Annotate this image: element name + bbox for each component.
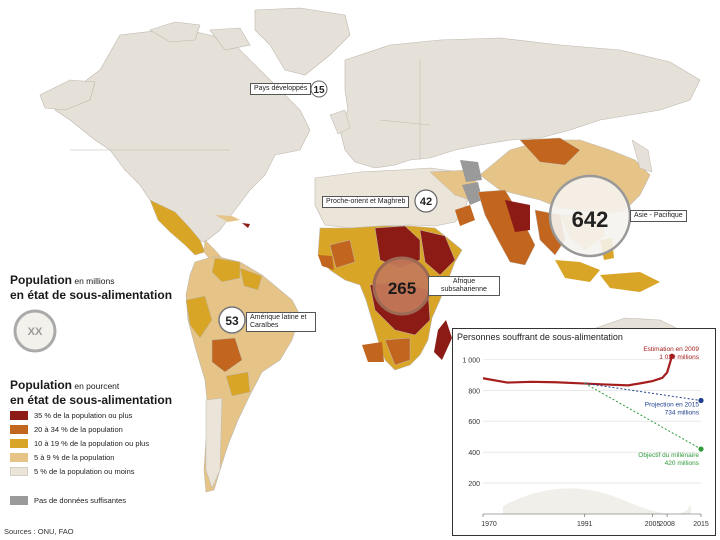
inset-chart-title: Personnes souffrant de sous-alimentation bbox=[457, 332, 623, 342]
legend-percent-title-bold: Population bbox=[10, 378, 72, 392]
sources-note: Sources : ONU, FAO bbox=[4, 527, 74, 536]
y-tick-label: 400 bbox=[468, 450, 480, 457]
legend-percent-title: Population en pourcent en état de sous-a… bbox=[10, 378, 172, 408]
bubble-developed: 15 bbox=[310, 80, 328, 98]
label-near-east: Proche-orient et Maghreb bbox=[322, 196, 410, 209]
bubble-asia-pacific-value: 642 bbox=[572, 207, 609, 232]
y-tick-label: 200 bbox=[468, 481, 480, 488]
legend-bubble-sample-value: XX bbox=[28, 326, 43, 338]
bubble-latin-america-value: 53 bbox=[225, 314, 239, 328]
bubble-latin-america: 53 bbox=[218, 306, 246, 334]
legend-item-35-plus: 35 % de la population ou plus bbox=[10, 410, 132, 421]
legend-bubble-title-bold: Population bbox=[10, 273, 72, 287]
label-latin-america: Amérique latine et Caraïbes bbox=[246, 312, 316, 333]
legend-swatch bbox=[10, 467, 28, 476]
legend-item-5-9: 5 à 9 % de la population bbox=[10, 452, 114, 463]
north-america-landmass bbox=[39, 7, 351, 243]
bubble-africa: 265 bbox=[372, 256, 432, 316]
bubble-near-east: 42 bbox=[414, 189, 438, 213]
legend-item-20-34: 20 à 34 % de la population bbox=[10, 424, 123, 435]
annotation-estimate: 1 020 millions bbox=[659, 354, 699, 361]
x-tick-label: 2015 bbox=[693, 521, 709, 528]
legend-bubble-title: Population en millions en état de sous-a… bbox=[10, 273, 172, 303]
south-america bbox=[185, 255, 301, 493]
legend-item-5-less: 5 % de la population ou moins bbox=[10, 466, 135, 477]
legend-swatch bbox=[10, 439, 28, 448]
y-tick-label: 600 bbox=[468, 419, 480, 426]
annotation-objective: Objectif du millénaire bbox=[638, 452, 699, 459]
series-endpoint-1 bbox=[669, 353, 675, 359]
legend-item-10-19: 10 à 19 % de la population ou plus bbox=[10, 438, 149, 449]
y-tick-label: 1 000 bbox=[462, 357, 480, 364]
legend-item-label: 5 à 9 % de la population bbox=[34, 453, 115, 462]
legend-item-label: Pas de données suffisantes bbox=[34, 496, 127, 505]
label-latin-america-text: Amérique latine et Caraïbes bbox=[250, 314, 307, 330]
legend-item-label: 20 à 34 % de la population bbox=[34, 425, 123, 434]
legend-percent-title-line2: en état de sous-alimentation bbox=[10, 393, 173, 407]
annotation-estimate: Estimation en 2009 bbox=[643, 346, 699, 353]
series-endpoint-2 bbox=[698, 397, 704, 404]
annotation-projection: Projection en 2015 bbox=[645, 402, 700, 409]
bubble-africa-value: 265 bbox=[388, 279, 416, 298]
legend-item-no-data: Pas de données suffisantes bbox=[10, 495, 126, 506]
x-tick-label: 1991 bbox=[577, 521, 593, 528]
legend-bubble-sample: XX bbox=[13, 309, 57, 353]
europe-russia bbox=[329, 37, 701, 169]
chart-background-silhouette bbox=[503, 488, 691, 515]
legend-bubble-title-unit: en millions bbox=[72, 276, 115, 286]
x-tick-label: 1970 bbox=[481, 521, 497, 528]
annotation-projection: 734 millions bbox=[665, 410, 700, 417]
label-developed: Pays développés bbox=[250, 83, 312, 96]
legend-swatch bbox=[10, 496, 28, 505]
legend-item-label: 10 à 19 % de la population ou plus bbox=[34, 439, 150, 448]
label-africa-text: Afrique subsaharienne bbox=[441, 278, 487, 294]
label-africa: Afrique subsaharienne bbox=[428, 276, 500, 297]
series-endpoint-3 bbox=[698, 446, 704, 452]
inset-chart-panel: Personnes souffrant de sous-alimentation… bbox=[452, 328, 716, 536]
legend-swatch bbox=[10, 411, 28, 420]
legend-bubble-title-line2: en état de sous-alimentation bbox=[10, 288, 173, 302]
x-tick-label: 2005 bbox=[645, 521, 661, 528]
y-tick-label: 800 bbox=[468, 388, 480, 395]
label-asia-pacific: Asie - Pacifique bbox=[630, 210, 687, 223]
series-line-2 bbox=[584, 382, 702, 401]
bubble-near-east-value: 42 bbox=[420, 196, 432, 208]
x-tick-label: 2008 bbox=[659, 521, 675, 528]
bubble-developed-value: 15 bbox=[313, 85, 325, 96]
legend-item-label: 5 % de la population ou moins bbox=[34, 467, 135, 476]
series-line-1 bbox=[482, 355, 673, 387]
legend-swatch bbox=[10, 425, 28, 434]
legend-swatch bbox=[10, 453, 28, 462]
legend-percent-title-unit: en pourcent bbox=[72, 381, 120, 391]
bubble-asia-pacific: 642 bbox=[548, 174, 632, 258]
annotation-objective: 420 millions bbox=[665, 460, 700, 467]
legend-item-label: 35 % de la population ou plus bbox=[34, 411, 133, 420]
